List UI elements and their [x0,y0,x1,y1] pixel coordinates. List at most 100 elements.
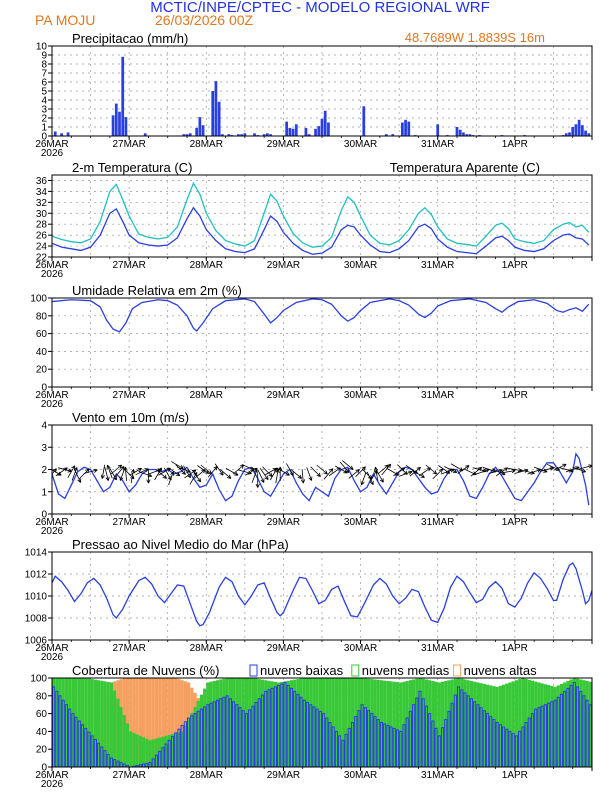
cloud-low-bar [386,724,390,767]
wind-vector [438,465,451,474]
cloud-mid-bar [344,678,348,767]
cloud-low-bar [241,710,245,767]
header-run: 26/03/2026 00Z [155,12,254,28]
y-tick-label: 7 [41,69,47,80]
x-year-label: 2026 [41,399,64,410]
cloud-low-bar [251,705,255,767]
cloud-mid-bar [498,685,502,767]
precip-bar [407,121,411,136]
cloud-low-bar [543,704,547,767]
wind-vector [339,461,350,474]
cloud-mid-bar [238,678,242,767]
legend-label: nuvens baixas [260,663,344,678]
x-tick-label: 27MAR [112,517,145,528]
y-tick-label: 2 [41,465,47,476]
cloud-mid-bar [187,719,191,767]
wind-vector [100,464,106,479]
cloud-low-bar [277,684,281,767]
x-tick-label: 1APR [502,390,528,401]
precip-bar [262,134,266,136]
wind-vector [501,469,516,474]
cloud-low-bar [154,754,159,767]
cloud-mid-bar [453,678,457,767]
x-tick-label: 30MAR [344,517,377,528]
precip-bar [304,127,308,136]
plot-area [52,452,592,506]
x-tick-label: 28MAR [190,643,223,654]
wind-vector [361,468,373,480]
wind-vector [55,467,68,477]
wind-vector [262,466,273,478]
cloud-mid-bar [296,679,300,767]
cloud-mid-bar [341,678,345,767]
cloud-low-bar [357,710,361,767]
precip-bar [391,134,395,136]
y-tick-label: 1 [41,123,47,134]
cloud-mid-bar [235,678,239,767]
wind-vector [355,466,366,477]
precip-bar [577,119,581,136]
y-tick-label: 9 [41,51,47,62]
cloud-mid-bar [132,732,136,767]
x-year-label: 2026 [41,652,64,663]
cloud-mid-bar [174,733,178,767]
panel-title: Vento em 10m (m/s) [72,410,189,425]
cloud-mid-bar [476,682,480,767]
wind-vector [366,471,374,486]
cloud-mid-bar [151,739,155,767]
panel-wind: 0 1 2 3 4 26MAR 27MAR 28MAR 29MAR 30MAR 31MAR 1APR 2… [35,410,593,537]
precip-bar [53,131,57,136]
cloud-mid-bar [74,678,78,767]
cloud-mid-bar [537,682,541,767]
y-tick-label: 60 [36,709,48,720]
cloud-mid-bar [418,678,422,767]
cloud-mid-bar [540,683,544,767]
plot-area [52,298,590,333]
precip-bar [121,56,125,136]
y-tick-label: 6 [41,78,47,89]
wind-vector [257,469,265,483]
y-tick-label: 20 [36,365,48,376]
cloud-low-bar [318,710,322,767]
cloud-high-bar [161,678,165,767]
cloud-low-bar [502,726,506,767]
cloud-low-bar [309,704,313,767]
wind-vector [168,467,181,477]
cloud-low-bar [395,729,400,767]
precip-bar [220,134,224,136]
precip-bar [400,122,404,136]
cloud-mid-bar [469,680,474,767]
wind-vector [74,469,82,483]
panel-title: Umidade Relativa em 2m (%) [72,283,242,298]
wind-vector [342,460,354,470]
cloud-low-bar [183,721,188,767]
cloud-high-bar [142,678,146,767]
cloud-mid-bar [196,700,200,767]
legend-label: nuvens medias [362,663,450,678]
cloud-low-bar [392,727,396,767]
header-location: PA MOJU [35,12,95,28]
cloud-mid-bar [482,683,486,767]
wind-vector [432,468,444,480]
cloud-mid-bar [305,678,310,767]
cloud-mid-bar [325,678,329,767]
cloud-mid-bar [93,679,97,767]
cloud-low-bar [524,722,528,767]
cloud-low-bar [585,699,589,767]
cloud-mid-bar [64,678,69,767]
wind-vector [104,467,110,481]
cloud-low-bar [84,727,88,767]
cloud-low-bar [235,704,239,767]
precip-bar [214,81,218,136]
precip-bar [201,125,205,136]
y-tick-label: 0 [41,383,47,394]
cloud-mid-bar [399,682,403,767]
cloud-low-bar [547,702,551,767]
wind-vector [109,467,117,481]
cloud-mid-bar [373,679,377,767]
x-tick-label: 31MAR [421,643,454,654]
y-tick-label: 100 [30,674,47,685]
x-tick-label: 31MAR [421,770,454,781]
cloud-mid-bar [415,678,419,767]
